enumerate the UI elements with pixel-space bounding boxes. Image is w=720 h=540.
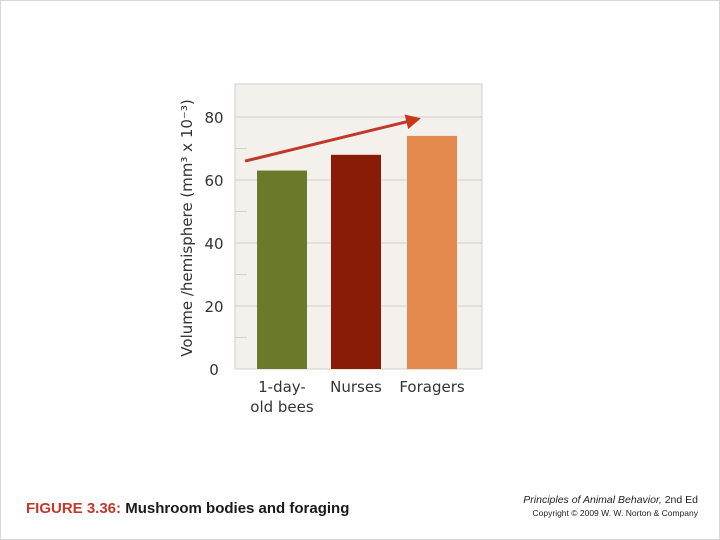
y-tick-label: 40: [204, 235, 223, 253]
figure-number: FIGURE 3.36:: [26, 500, 122, 517]
x-axis-labels: 1-day-old bees Nurses Foragers: [250, 378, 465, 416]
y-tick-label: 80: [204, 109, 223, 127]
book-edition: 2nd Ed: [664, 494, 698, 506]
bar: [331, 154, 381, 369]
book-title: Principles of Animal Behavior,: [523, 494, 662, 506]
y-tick-label: 60: [204, 172, 223, 190]
x-category-label: Nurses: [330, 378, 382, 396]
publisher-credit: Principles of Animal Behavior, 2nd Ed Co…: [523, 494, 698, 518]
figure-title: Mushroom bodies and foraging: [125, 500, 350, 517]
figure-caption: FIGURE 3.36: Mushroom bodies and foragin…: [26, 500, 349, 517]
y-axis-label: Volume /hemisphere (mm³ x 10⁻³): [178, 99, 196, 356]
y-tick-label: 0: [209, 361, 219, 379]
copyright-text: Copyright © 2009 W. W. Norton & Company: [532, 508, 698, 518]
bar: [257, 170, 307, 369]
bar: [407, 135, 457, 369]
y-axis-ticks: 0 20 40 60 80: [204, 109, 223, 379]
trend-arrow: [244, 114, 421, 163]
bars: [257, 135, 457, 369]
x-category-label: 1-day-: [258, 378, 306, 396]
y-tick-label: 20: [204, 298, 223, 316]
x-category-label: Foragers: [399, 378, 465, 396]
x-category-label: old bees: [250, 398, 314, 416]
